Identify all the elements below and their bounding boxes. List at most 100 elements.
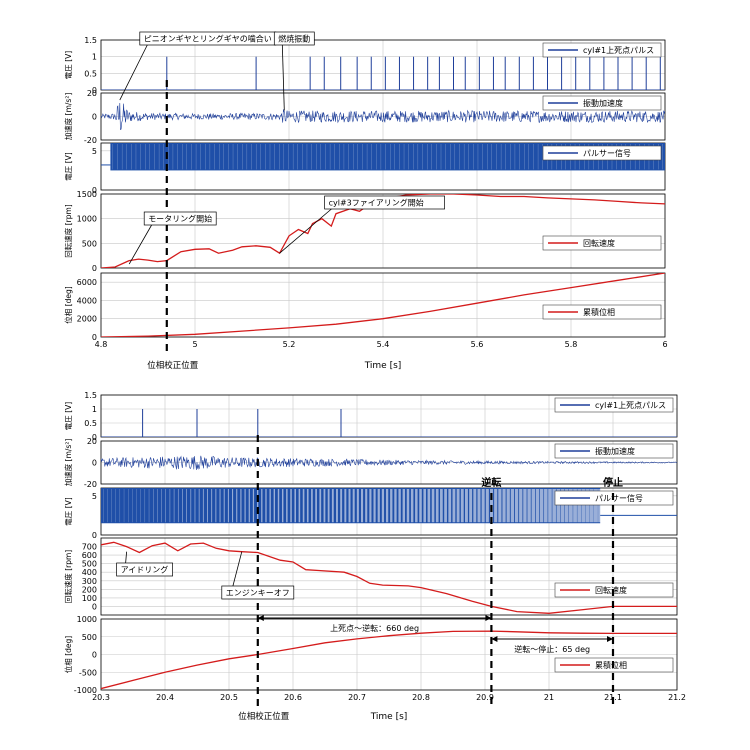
pulser-gap (435, 489, 439, 523)
panel-speed: 0 500 1000 1500 回転速度 [rpm] 回転速度 (63, 190, 666, 273)
pulser-gap (473, 489, 477, 523)
pulser-gap (452, 489, 456, 523)
panel-frame (100, 272, 666, 338)
pulser-gap (381, 489, 385, 523)
pulser-gap (419, 489, 422, 523)
annotation-box (221, 585, 295, 600)
pulser-gap (585, 489, 590, 523)
y-axis-label: 回転速度 [rpm] (63, 550, 73, 603)
pulser-gap (277, 489, 280, 523)
y-tick-label: 400 (82, 568, 97, 577)
pulser-gap (431, 489, 435, 523)
x-tick-label: 20.5 (220, 693, 238, 702)
pulser-gap (361, 489, 364, 523)
y-axis-label: 電圧 [V] (64, 51, 73, 79)
pulser-gap (215, 489, 217, 523)
pulser-gap (427, 489, 431, 523)
series-accel (101, 455, 677, 471)
series-speed (101, 194, 665, 268)
event-marker-label: 停止 (603, 476, 623, 489)
panel-frame (100, 618, 678, 691)
x-tick-label: 20.6 (284, 693, 302, 702)
pulser-gap (535, 489, 540, 523)
pulser-gap (352, 489, 355, 523)
accel-trace (101, 455, 677, 471)
y-tick-label: 100 (82, 594, 97, 603)
x-tick-label: 20.3 (92, 693, 110, 702)
legend-box (542, 235, 662, 251)
pulser-gap (402, 489, 406, 523)
pulser-gap (227, 489, 229, 523)
pulser-gap (273, 489, 276, 523)
annotation-text: モータリング開始 (148, 214, 212, 224)
legend-box (542, 42, 662, 58)
pulser-gap (182, 489, 183, 523)
legend-pos: 累積位相 (542, 304, 662, 320)
pulser-gap (244, 489, 246, 523)
y-tick-label: 0 (92, 651, 97, 660)
y-tick-label: 5 (92, 492, 97, 501)
pulser-gap (485, 489, 489, 523)
legend-label: cyl#1上死点パルス (583, 46, 654, 55)
y-tick-label: 0 (92, 333, 97, 342)
pulser-gap (539, 489, 544, 523)
annotation: モータリング開始 (128, 211, 217, 265)
y-tick-label: 1.5 (84, 391, 97, 400)
legend-box (554, 397, 674, 413)
pulser-gap (248, 489, 250, 523)
x-tick-label: 20.9 (476, 693, 494, 702)
pulser-gap (598, 489, 603, 523)
pulser-gap (456, 489, 460, 523)
pulser-gap (211, 489, 213, 523)
pulser-gap (336, 489, 338, 523)
pulser-gap (415, 489, 418, 523)
pulser-gap (327, 489, 330, 523)
y-tick-label: -20 (84, 136, 97, 145)
annotation-box (324, 195, 445, 210)
y-tick-label: 0 (92, 602, 97, 611)
span-arrow-left (257, 615, 264, 621)
legend-label: 回転速度 (595, 585, 627, 595)
pulser-gap (331, 489, 334, 523)
span-label: 上死点～逆転：660 deg (330, 623, 419, 633)
annotation-text: アイドリング (121, 565, 169, 575)
pulser-gap (494, 489, 498, 523)
y-tick-label: 0.5 (84, 419, 97, 428)
y-axis-label: 電圧 [V] (64, 402, 73, 430)
y-tick-label: 6000 (77, 278, 97, 287)
pulser-gap (556, 489, 561, 523)
panel-tdc: 0 0.5 1 1.5 電圧 [V] cyl#1上死点パルス (64, 391, 678, 442)
y-tick-label: 500 (82, 560, 97, 569)
annotation-box (273, 31, 315, 46)
legend-speed: 回転速度 (542, 235, 662, 251)
span-annotation: 逆転～停止：65 deg (491, 636, 613, 654)
y-tick-label: 20 (87, 89, 97, 98)
pulser-gap (498, 489, 502, 523)
pulser-gap (377, 489, 380, 523)
legend-label: 振動加速度 (583, 98, 623, 108)
speed-line (101, 541, 677, 614)
legend-pulser: パルサー信号 (542, 145, 662, 161)
pulser-gap (589, 489, 594, 523)
y-tick-label: 0 (92, 531, 97, 540)
legend-box (542, 95, 662, 111)
y-tick-label: 0 (92, 264, 97, 273)
pulser-gap (202, 489, 204, 523)
annotation-text: cyl#3ファイアリング開始 (329, 198, 424, 208)
pulser-gap (240, 489, 242, 523)
pulser-gap (519, 489, 523, 523)
pulser-gap (281, 489, 284, 523)
pulser-gap (286, 489, 288, 523)
pulser-gap (348, 489, 351, 523)
pulser-gap (257, 489, 259, 523)
y-axis-label: 電圧 [V] (64, 497, 73, 525)
y-tick-label: -500 (79, 668, 97, 677)
pulser-gap (502, 489, 506, 523)
y-tick-label: 0 (92, 459, 97, 468)
y-tick-label: 4000 (77, 296, 97, 305)
